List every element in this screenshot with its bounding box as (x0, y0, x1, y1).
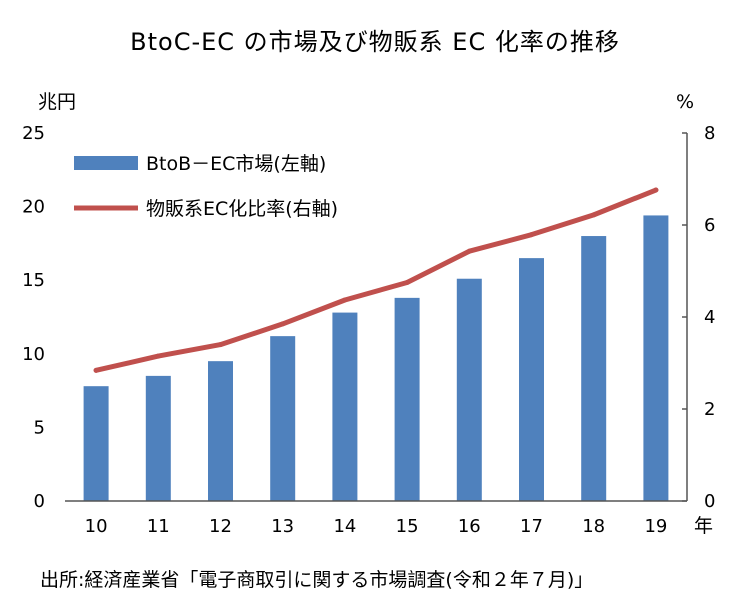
line-point-15 (404, 280, 410, 285)
bar-14 (332, 312, 358, 501)
legend-label-line: 物販系EC化比率(右軸) (146, 198, 338, 220)
line-point-14 (342, 297, 348, 303)
line-point-16 (466, 248, 472, 254)
line-point-19 (653, 187, 659, 193)
left-tick-label: 15 (22, 270, 45, 291)
x-axis-ticks: 10 11 12 13 14 15 16 17 18 19 (85, 516, 668, 537)
left-tick-label: 10 (22, 344, 45, 365)
bar-12 (208, 361, 233, 501)
line-point-17 (529, 232, 534, 238)
bar-19 (643, 215, 669, 501)
x-tick-label: 12 (209, 516, 232, 537)
line-series (93, 187, 659, 373)
bar-15 (394, 297, 420, 501)
right-tick-label: 6 (704, 215, 715, 236)
left-axis-unit: 兆円 (38, 91, 76, 113)
x-tick-label: 14 (333, 516, 356, 537)
right-tick-label: 0 (704, 491, 715, 512)
bar-18 (581, 236, 607, 502)
chart-title: BtoC-EC の市場及び物販系 EC 化率の推移 (130, 28, 620, 56)
bar-13 (270, 336, 296, 501)
right-tick-label: 2 (704, 399, 715, 420)
legend: BtoB－EC市場(左軸) 物販系EC化比率(右軸) (74, 153, 338, 220)
x-tick-label: 13 (271, 516, 294, 537)
x-tick-label: 17 (520, 516, 543, 537)
left-tick-label: 20 (22, 197, 45, 218)
line-point-11 (155, 353, 161, 359)
x-tick-label: 18 (582, 516, 605, 537)
bar-series (83, 215, 669, 502)
right-axis-unit: % (676, 91, 694, 113)
line-point-10 (93, 367, 99, 373)
right-axis-ticks: 0 2 4 6 8 (682, 123, 715, 512)
x-tick-label: 10 (85, 516, 108, 537)
left-axis-ticks: 0 5 10 15 20 25 (22, 123, 45, 512)
x-tick-label: 19 (644, 516, 667, 537)
x-axis-unit: 年 (694, 515, 713, 537)
right-tick-label: 8 (704, 123, 715, 144)
legend-label-bar: BtoB－EC市場(左軸) (146, 153, 326, 175)
bar-17 (519, 258, 544, 501)
left-tick-label: 5 (34, 417, 45, 438)
bar-10 (83, 386, 109, 501)
left-tick-label: 25 (22, 123, 45, 144)
line-point-13 (280, 321, 286, 327)
source-note: 出所:経済産業省「電子商取引に関する市場調査(令和２年７月)」 (40, 569, 594, 591)
x-tick-label: 11 (147, 516, 170, 537)
ec-ratio-line (93, 187, 659, 373)
legend-swatch-bar (74, 156, 138, 170)
bar-16 (456, 278, 482, 501)
right-tick-label: 4 (704, 307, 715, 328)
bar-11 (145, 375, 171, 501)
left-tick-label: 0 (34, 491, 45, 512)
x-tick-label: 15 (396, 516, 419, 537)
line-point-12 (218, 342, 223, 348)
x-tick-label: 16 (458, 516, 481, 537)
line-point-18 (591, 212, 597, 218)
